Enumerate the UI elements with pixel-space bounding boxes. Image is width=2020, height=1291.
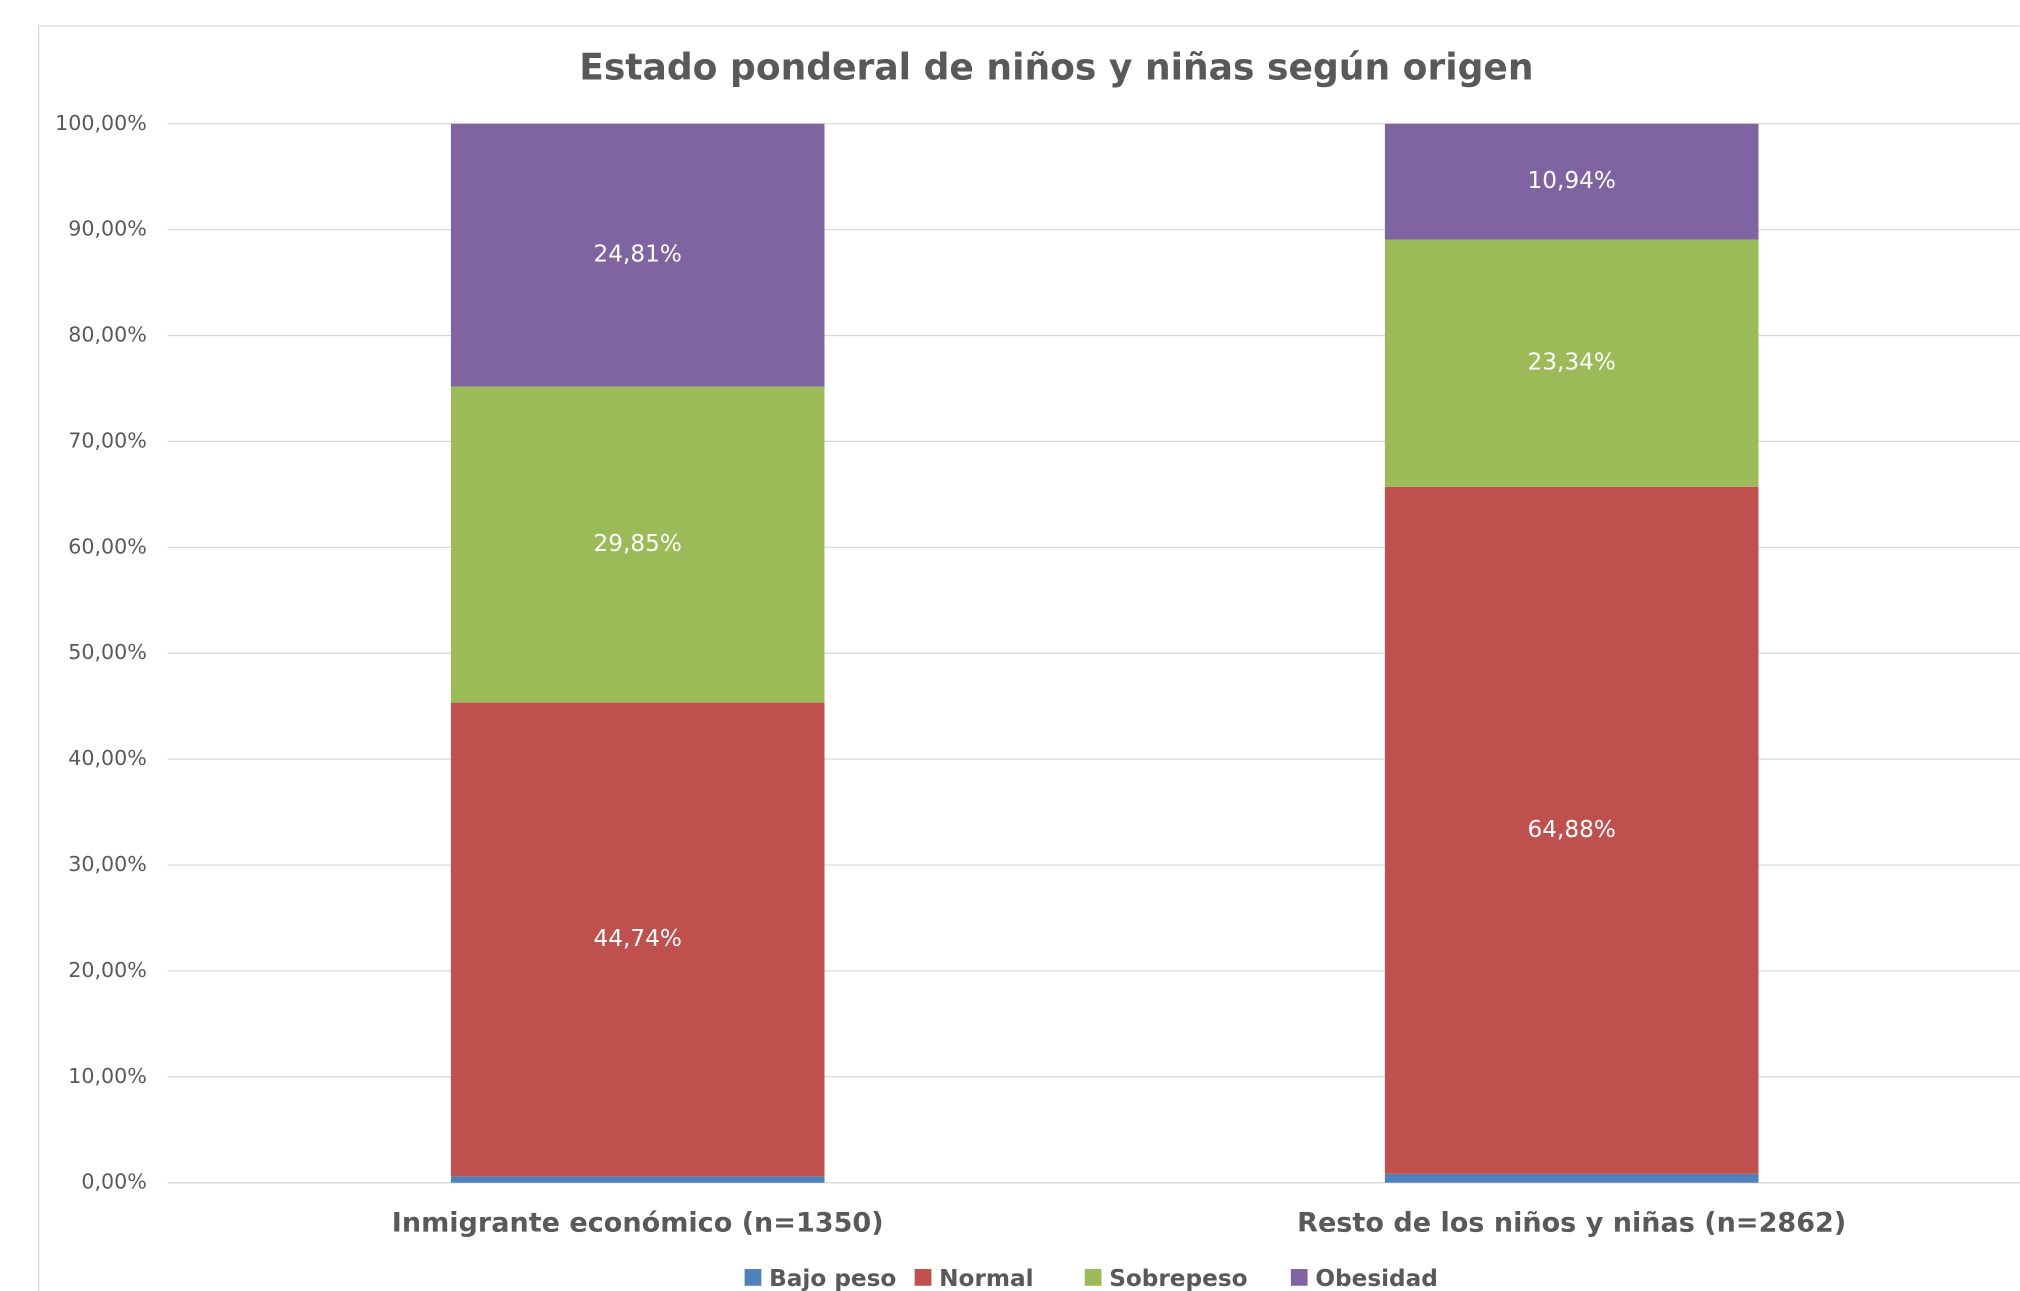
legend-label: Sobrepeso xyxy=(1109,1265,1247,1291)
y-tick-label: 80,00% xyxy=(68,323,147,347)
legend-label: Bajo peso xyxy=(769,1265,896,1291)
x-tick-label: Inmigrante económico (n=1350) xyxy=(392,1207,884,1238)
bar-segment xyxy=(1384,123,1759,240)
legend-swatch xyxy=(914,1269,932,1286)
x-tick-label: Resto de los niños y niñas (n=2862) xyxy=(1297,1207,1846,1238)
y-tick-label: 90,00% xyxy=(68,217,147,241)
legend-swatch xyxy=(1084,1269,1102,1286)
bar-segment xyxy=(450,123,825,387)
bar-segment xyxy=(450,386,825,703)
data-label: 29,85% xyxy=(594,530,682,557)
data-label: 10,94% xyxy=(1528,167,1616,194)
y-tick-label: 0,00% xyxy=(81,1170,146,1194)
bar-segment xyxy=(450,702,825,1177)
chart-title: Estado ponderal de niños y niñas según o… xyxy=(579,47,1533,89)
data-label: 24,81% xyxy=(594,241,682,268)
data-label: 23,34% xyxy=(1528,349,1616,376)
legend-swatch xyxy=(744,1269,762,1286)
y-tick-label: 20,00% xyxy=(68,958,147,982)
legend-swatch xyxy=(1290,1269,1308,1286)
y-tick-label: 30,00% xyxy=(68,852,147,876)
legend-label: Obesidad xyxy=(1315,1265,1438,1291)
y-tick-label: 10,00% xyxy=(68,1064,147,1088)
y-tick-label: 100,00% xyxy=(55,111,147,135)
data-label: 64,88% xyxy=(1528,816,1616,843)
data-label: 44,74% xyxy=(594,925,682,952)
y-tick-label: 60,00% xyxy=(68,534,147,558)
y-tick-label: 50,00% xyxy=(68,640,147,664)
legend-label: Normal xyxy=(939,1265,1033,1291)
bar-segment xyxy=(450,1176,825,1183)
y-tick-label: 70,00% xyxy=(68,428,147,452)
bar-segment xyxy=(1384,1173,1759,1183)
bar-segment xyxy=(1384,239,1759,487)
bar-segment xyxy=(1384,486,1759,1174)
y-tick-label: 40,00% xyxy=(68,746,147,770)
